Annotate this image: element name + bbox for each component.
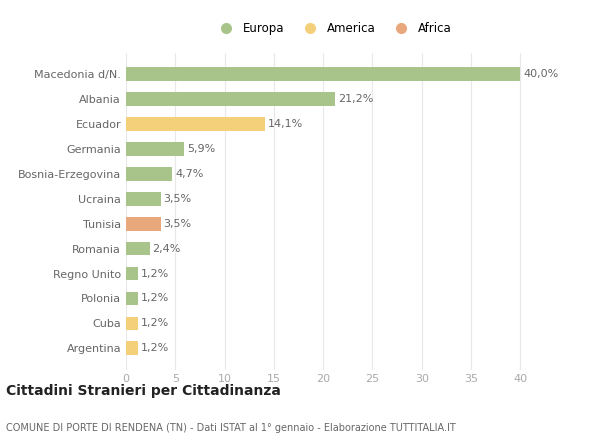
Text: 2,4%: 2,4% [152,244,181,253]
Bar [126,316,138,330]
Bar [126,242,149,256]
Text: 1,2%: 1,2% [141,343,169,353]
Bar [126,292,138,305]
Text: 1,2%: 1,2% [141,293,169,304]
Text: 5,9%: 5,9% [187,144,215,154]
Text: COMUNE DI PORTE DI RENDENA (TN) - Dati ISTAT al 1° gennaio - Elaborazione TUTTIT: COMUNE DI PORTE DI RENDENA (TN) - Dati I… [6,423,456,433]
Bar [126,167,172,181]
Bar [126,67,520,81]
Text: 4,7%: 4,7% [175,169,203,179]
Text: 1,2%: 1,2% [141,268,169,279]
Bar [126,341,138,355]
Bar [126,142,184,156]
Text: 1,2%: 1,2% [141,319,169,328]
Bar [126,92,335,106]
Bar [126,267,138,280]
Text: 40,0%: 40,0% [523,69,559,79]
Bar [126,217,161,231]
Bar [126,192,161,205]
Legend: Europa, America, Africa: Europa, America, Africa [209,18,457,40]
Text: 3,5%: 3,5% [163,219,191,229]
Text: 3,5%: 3,5% [163,194,191,204]
Text: Cittadini Stranieri per Cittadinanza: Cittadini Stranieri per Cittadinanza [6,384,281,398]
Text: 21,2%: 21,2% [338,94,373,104]
Bar [126,117,265,131]
Text: 14,1%: 14,1% [268,119,303,129]
